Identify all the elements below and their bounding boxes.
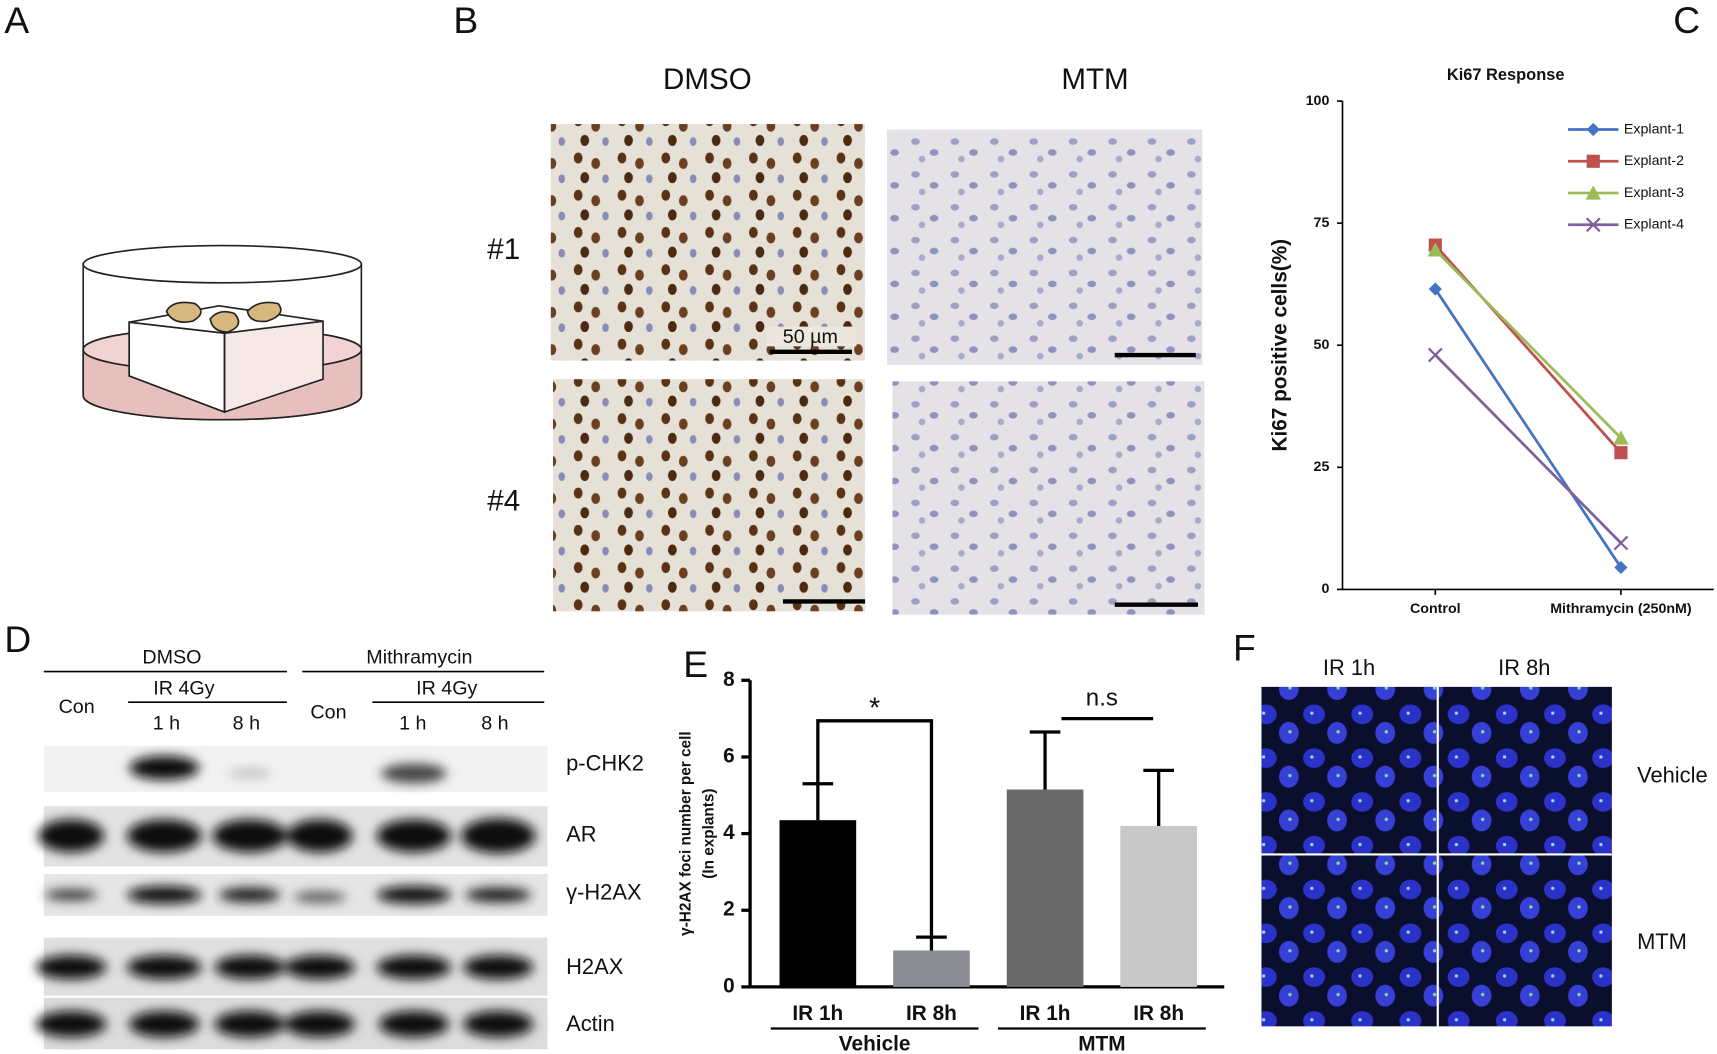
marker (1427, 242, 1443, 257)
series-line (1434, 288, 1623, 569)
y-tick-label: 6 (723, 744, 735, 767)
y-axis-label: Ki67 positive cells(%) (1269, 239, 1292, 452)
bar (1120, 825, 1197, 987)
panel-label: A (4, 0, 29, 41)
protein-label: H2AX (566, 954, 624, 979)
y-tick-label: 75 (1314, 215, 1330, 231)
y-tick-label: 0 (1321, 581, 1329, 597)
lane-label: 8 h (233, 712, 260, 734)
x-tick-label: Control (1410, 601, 1461, 617)
micrograph (886, 129, 1203, 365)
panel-label: B (453, 0, 478, 41)
annotation: n.s (1086, 684, 1118, 711)
marker (1614, 446, 1628, 460)
y-tick-label: 50 (1314, 337, 1330, 353)
marker (1427, 347, 1443, 363)
chart-title: Ki67 Response (1447, 66, 1565, 84)
column-header: IR 8h (1498, 655, 1550, 680)
y-axis-label: (In explants) (701, 788, 718, 878)
error-bar (916, 935, 947, 951)
protein-label: γ-H2AX (566, 880, 642, 905)
row-header: #4 (487, 485, 520, 518)
scale-bar-bg (766, 326, 857, 347)
lane-label: 1 h (153, 712, 180, 734)
group-label: DMSO (142, 647, 201, 669)
error-bar (802, 782, 834, 821)
marker (1586, 122, 1600, 137)
group-label: MTM (1078, 1032, 1125, 1054)
group-label: Vehicle (839, 1032, 911, 1054)
micrograph (892, 381, 1205, 615)
error-bar (1029, 730, 1061, 790)
culture-dish (82, 244, 363, 421)
column-header: MTM (1061, 63, 1128, 96)
marker (1613, 430, 1629, 445)
marker (1585, 185, 1601, 200)
lane-label: 1 h (399, 712, 426, 734)
treatment-label: IR 4Gy (416, 677, 477, 699)
x-tick-label: Mithramycin (250nM) (1550, 601, 1692, 617)
lane-label: Con (59, 696, 95, 718)
marker (1613, 535, 1629, 551)
x-tick-label: IR 8h (906, 1002, 957, 1025)
panel-label: C (1673, 0, 1700, 41)
y-tick-label: 0 (723, 974, 735, 997)
scale-bars (769, 349, 1198, 607)
x-tick-label: IR 1h (792, 1002, 843, 1025)
significance-bracket (816, 719, 934, 938)
series-line (1434, 354, 1622, 544)
blot-bands (36, 755, 536, 1038)
bar (1006, 789, 1084, 987)
y-axis-label: γ-H2AX foci number per cell (678, 731, 695, 935)
x-tick-label: IR 8h (1133, 1002, 1184, 1025)
image-dividers (1261, 686, 1612, 1027)
legend-label: Explant-4 (1624, 217, 1684, 233)
series-line (1434, 249, 1622, 439)
header-lines (43, 670, 545, 704)
treatment-label: IR 4Gy (153, 677, 214, 699)
group-label: Mithramycin (366, 647, 472, 669)
row-header: MTM (1637, 929, 1687, 954)
marker (1614, 560, 1628, 575)
y-tick-label: 100 (1306, 93, 1330, 109)
y-tick-label: 2 (723, 898, 735, 921)
y-tick-label: 8 (723, 668, 735, 691)
legend-label: Explant-2 (1624, 153, 1684, 169)
panel-label: D (4, 618, 31, 660)
marker (1585, 217, 1601, 233)
panel-label: E (683, 643, 708, 685)
micrograph (552, 379, 866, 612)
error-bar (1143, 768, 1175, 826)
lane-label: 8 h (481, 712, 508, 734)
bar (893, 950, 970, 987)
row-header: Vehicle (1637, 762, 1708, 787)
legend-label: Explant-1 (1624, 121, 1684, 137)
scale-bar-label: 50 µm (783, 326, 838, 348)
y-tick-label: 25 (1314, 459, 1330, 475)
protein-label: AR (566, 822, 596, 847)
annotation: * (869, 692, 880, 724)
protein-label: Actin (566, 1011, 615, 1036)
y-tick-label: 4 (723, 821, 735, 844)
x-tick-label: IR 1h (1020, 1002, 1071, 1025)
lane-label: Con (310, 701, 346, 723)
protein-label: p-CHK2 (566, 750, 644, 775)
bar (779, 820, 857, 987)
panel-label: F (1233, 627, 1256, 669)
column-header: DMSO (663, 63, 752, 96)
marker (1586, 154, 1600, 168)
row-header: #1 (487, 233, 520, 266)
series-line (1434, 244, 1622, 454)
micrograph (550, 124, 866, 361)
legend-label: Explant-3 (1624, 185, 1684, 201)
column-header: IR 1h (1323, 655, 1375, 680)
